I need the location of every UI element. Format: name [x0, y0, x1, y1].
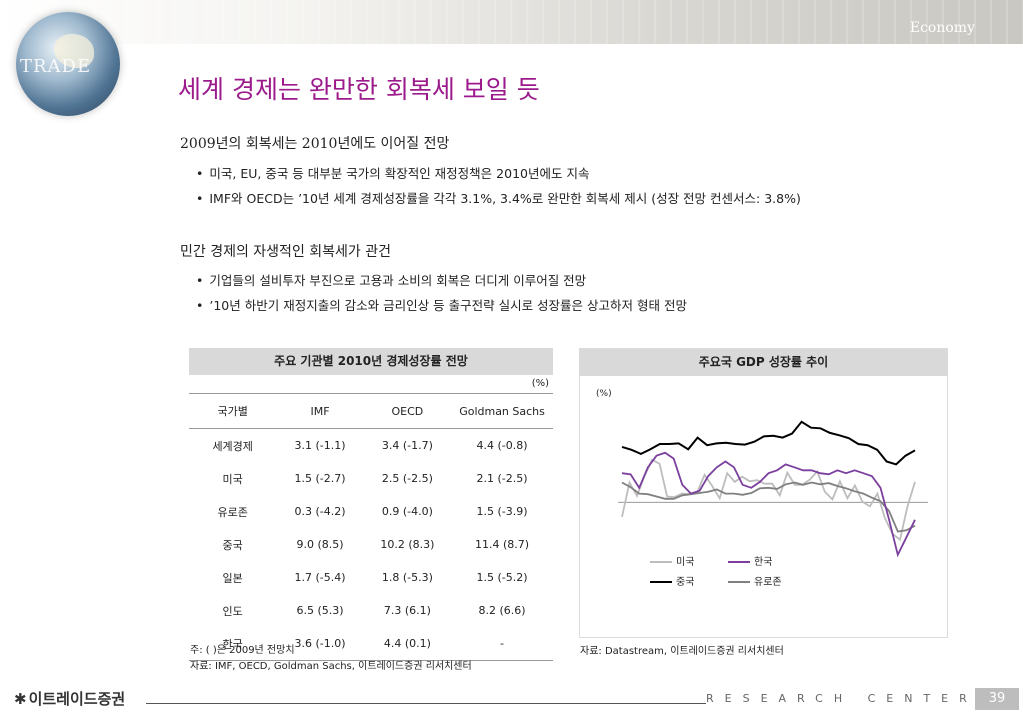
forecast-cell: 1.5 (-3.9)	[476, 505, 528, 518]
section-label: Economy	[909, 20, 975, 36]
forecast-table-title: 주요 기관별 2010년 경제성장률 전망	[189, 348, 553, 375]
table-row: 세계경제 3.1 (-1.1) 3.4 (-1.7) 4.4 (-0.8)	[189, 429, 553, 463]
forecast-cell: 2.5 (-2.5)	[381, 472, 433, 485]
etrade-logo: ✱ 이트레이드증권	[14, 690, 126, 708]
country-cell: 일본	[222, 571, 243, 585]
forecast-cell: 3.6 (-1.0)	[276, 627, 364, 661]
country-cell: 미국	[222, 472, 243, 486]
forecast-cell: 4.4 (-0.8)	[476, 439, 528, 452]
forecast-cell: 2.1 (-2.5)	[476, 472, 528, 485]
table-row: 미국 1.5 (-2.7) 2.5 (-2.5) 2.1 (-2.5)	[189, 462, 553, 495]
forecast-cell: 7.3 (6.1)	[383, 604, 431, 617]
forecast-cell: 9.0 (8.5)	[296, 538, 344, 551]
legend-item-china: 중국	[650, 573, 694, 588]
bullet-1-2: IMF와 OECD는 ’10년 세계 경제성장률을 각각 3.1%, 3.4%로…	[196, 188, 800, 207]
star-logo-icon: ✱	[14, 690, 27, 708]
page-number: 39	[975, 688, 1019, 710]
forecast-cell: 1.8 (-5.3)	[381, 571, 433, 584]
bullet-1-1: 미국, EU, 중국 등 대부분 국가의 확장적인 재정정책은 2010년에도 …	[196, 163, 589, 182]
country-cell: 인도	[222, 604, 243, 618]
series-line-1	[621, 451, 916, 558]
col-header-oecd: OECD	[363, 394, 452, 429]
forecast-cell: 0.3 (-4.2)	[294, 505, 346, 518]
bullet-2-1: 기업들의 설비투자 부진으로 고용과 소비의 회복은 더디게 이루어질 전망	[196, 270, 586, 289]
country-cell: 유로존	[217, 505, 248, 519]
country-cell: 한국	[189, 627, 277, 661]
legend-item-us: 미국	[650, 553, 694, 568]
page-title: 세계 경제는 완만한 회복세 보일 듯	[178, 75, 540, 104]
section-heading-2: 민간 경제의 자생적인 회복세가 관건	[180, 244, 391, 260]
forecast-cell: 8.2 (6.6)	[478, 604, 526, 617]
table-row: 인도 6.5 (5.3) 7.3 (6.1) 8.2 (6.6)	[189, 594, 553, 627]
table-note: 주: ( )은 2009년 전망치	[190, 645, 295, 656]
forecast-table: 국가별 IMF OECD Goldman Sachs 세계경제 3.1 (-1.1…	[189, 394, 553, 661]
forecast-cell: 3.4 (-1.7)	[381, 439, 433, 452]
col-header-country: 국가별	[189, 394, 277, 429]
bullet-2-2: ’10년 하반기 재정지출의 감소와 금리인상 등 출구전략 실시로 성장률은 …	[196, 295, 687, 314]
chart-y-unit: (%)	[596, 389, 612, 399]
table-row: 유로존 0.3 (-4.2) 0.9 (-4.0) 1.5 (-3.9)	[189, 495, 553, 528]
research-center-label: RESEARCH CENTER	[706, 692, 978, 705]
forecast-cell: 4.4 (0.1)	[363, 627, 452, 661]
table-source: 자료: IMF, OECD, Goldman Sachs, 이트레이드증권 리서…	[190, 661, 472, 672]
col-header-goldman: Goldman Sachs	[451, 394, 553, 429]
forecast-cell: 3.1 (-1.1)	[294, 439, 346, 452]
table-row: 중국 9.0 (8.5) 10.2 (8.3) 11.4 (8.7)	[189, 528, 553, 561]
gdp-chart	[618, 420, 928, 558]
globe-logo-icon	[16, 12, 120, 116]
table-header-row: 국가별 IMF OECD Goldman Sachs	[189, 394, 553, 429]
forecast-cell: 1.5 (-5.2)	[476, 571, 528, 584]
country-cell: 중국	[222, 538, 243, 552]
table-row: 일본 1.7 (-5.4) 1.8 (-5.3) 1.5 (-5.2)	[189, 561, 553, 594]
forecast-cell: 0.9 (-4.0)	[381, 505, 433, 518]
series-line-0	[621, 458, 916, 542]
forecast-table-unit: (%)	[189, 375, 553, 394]
forecast-table-panel: 주요 기관별 2010년 경제성장률 전망 (%) 국가별 IMF OECD G…	[189, 348, 553, 661]
country-cell: 세계경제	[212, 439, 253, 453]
table-row: 한국 3.6 (-1.0) 4.4 (0.1) -	[189, 627, 553, 661]
forecast-cell: 11.4 (8.7)	[475, 538, 530, 551]
header-band	[0, 0, 1023, 44]
legend-item-korea: 한국	[728, 553, 772, 568]
chart-title: 주요국 GDP 성장률 추이	[579, 349, 948, 376]
forecast-cell: 1.5 (-2.7)	[294, 472, 346, 485]
forecast-cell: 10.2 (8.3)	[380, 538, 435, 551]
col-header-imf: IMF	[276, 394, 364, 429]
forecast-cell: -	[451, 627, 553, 661]
gdp-chart-panel: 주요국 GDP 성장률 추이 (%) 미국 한국 중국 유로존	[579, 348, 948, 638]
legend-item-eurozone: 유로존	[728, 573, 782, 588]
forecast-cell: 1.7 (-5.4)	[294, 571, 346, 584]
series-line-2	[621, 420, 916, 466]
footer-divider	[146, 703, 706, 704]
chart-source: 자료: Datastream, 이트레이드증권 리서치센터	[580, 646, 784, 657]
trade-logo-text: TRADE	[20, 56, 92, 77]
series-line-3	[621, 481, 916, 533]
forecast-cell: 6.5 (5.3)	[296, 604, 344, 617]
section-heading-1: 2009년의 회복세는 2010년에도 이어질 전망	[180, 136, 450, 152]
